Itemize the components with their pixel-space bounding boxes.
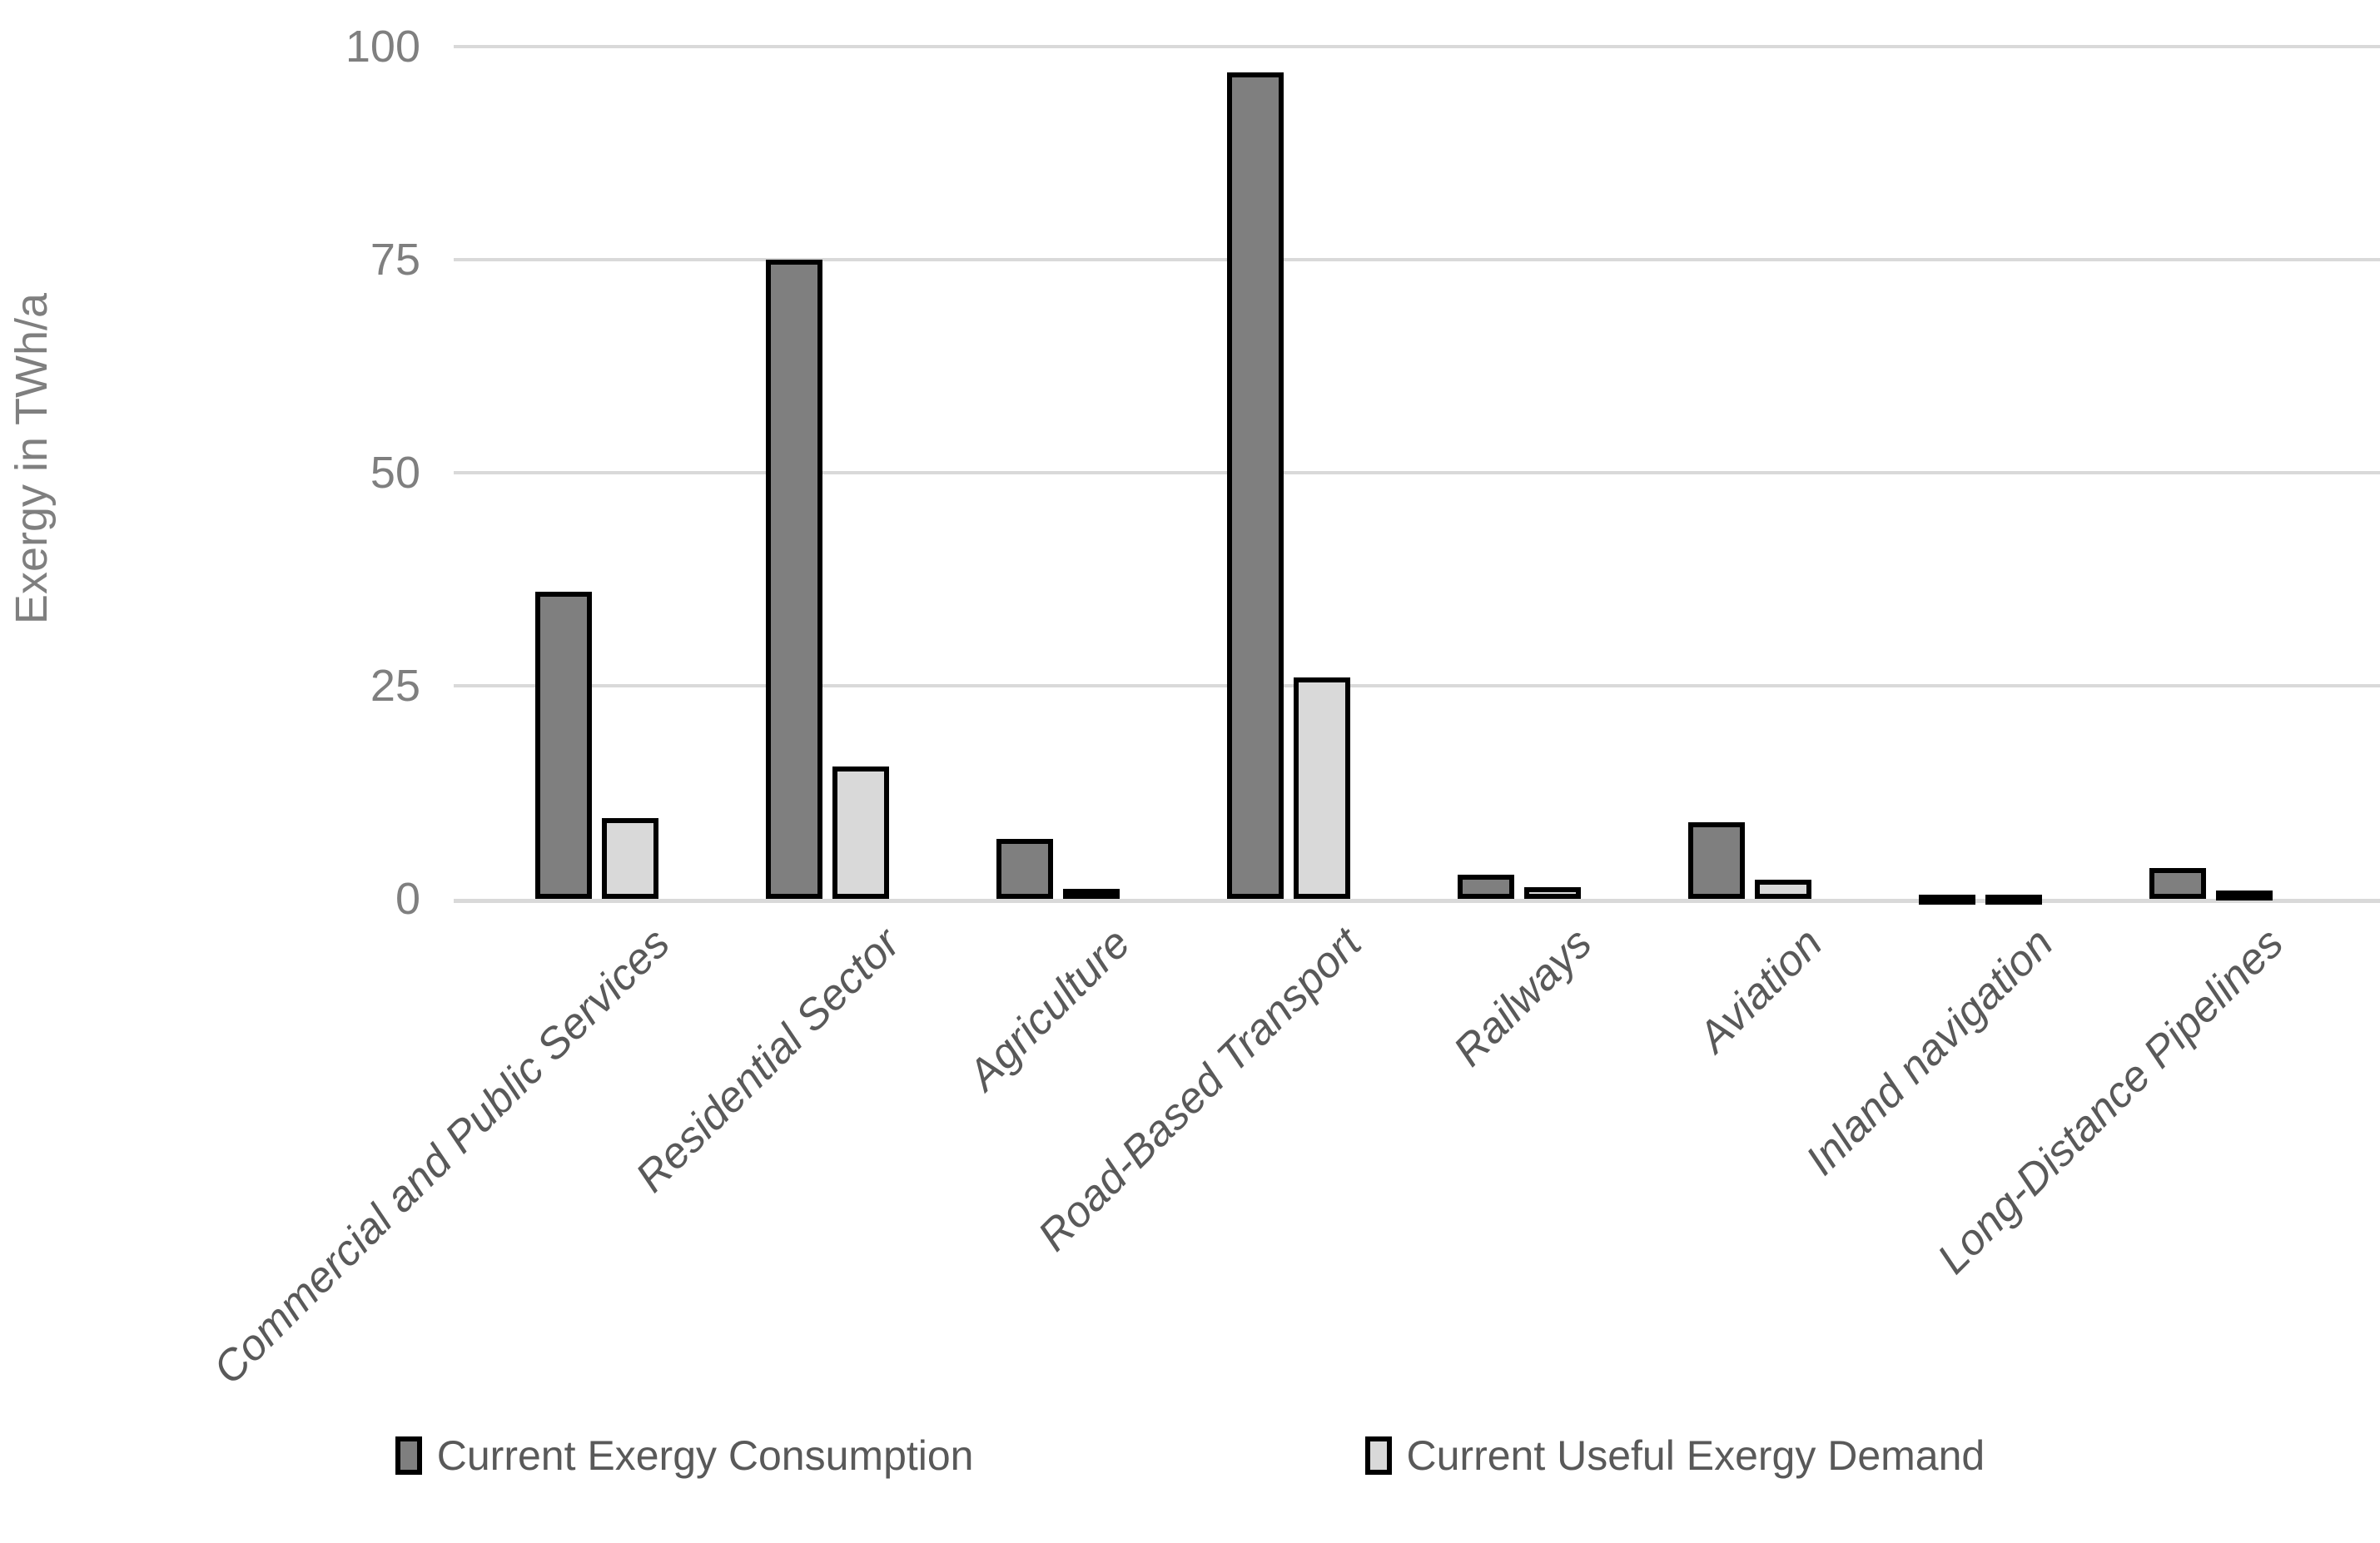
- bar-demand-6: [1985, 895, 2042, 905]
- bar-demand-1: [832, 767, 889, 899]
- gridline-25: [454, 684, 2380, 687]
- y-tick-25: 25: [370, 661, 420, 711]
- x-category-label-6: Inland navigation: [1796, 919, 2063, 1185]
- bar-consumption-5: [1688, 822, 1745, 899]
- legend-swatch-demand: [1364, 1436, 1392, 1475]
- x-category-label-2: Agriculture: [959, 919, 1140, 1100]
- plot-area: [454, 0, 2380, 905]
- bar-consumption-7: [2149, 868, 2206, 899]
- gridline-100: [454, 45, 2380, 48]
- legend-swatch-consumption: [395, 1436, 422, 1475]
- bar-demand-7: [2216, 891, 2273, 900]
- gridline-50: [454, 471, 2380, 474]
- bar-demand-4: [1524, 887, 1581, 899]
- bar-consumption-0: [535, 592, 592, 899]
- legend: Current Exergy Consumption Current Usefu…: [0, 1431, 2380, 1480]
- x-category-label-4: Railways: [1444, 919, 1602, 1076]
- bar-consumption-2: [996, 839, 1053, 899]
- bar-consumption-3: [1227, 72, 1284, 899]
- y-tick-75: 75: [370, 235, 420, 285]
- bar-demand-5: [1755, 880, 1811, 899]
- bar-consumption-6: [1919, 895, 1975, 905]
- gridline-75: [454, 258, 2380, 261]
- bar-consumption-1: [766, 260, 822, 899]
- y-tick-0: 0: [395, 874, 420, 924]
- bar-consumption-4: [1458, 875, 1514, 899]
- y-tick-50: 50: [370, 448, 420, 498]
- legend-item-consumption: Current Exergy Consumption: [395, 1431, 974, 1480]
- y-tick-100: 100: [345, 22, 420, 72]
- bar-demand-3: [1294, 677, 1350, 899]
- legend-label-consumption: Current Exergy Consumption: [436, 1432, 974, 1479]
- x-category-label-0: Commercial and Public Services: [204, 919, 679, 1394]
- bar-demand-0: [602, 818, 658, 899]
- gridline-0: [454, 899, 2380, 903]
- legend-label-demand: Current Useful Exergy Demand: [1406, 1432, 1985, 1479]
- legend-item-demand: Current Useful Exergy Demand: [1364, 1431, 1985, 1480]
- x-category-label-5: Aviation: [1689, 919, 1832, 1062]
- bar-demand-2: [1063, 889, 1120, 899]
